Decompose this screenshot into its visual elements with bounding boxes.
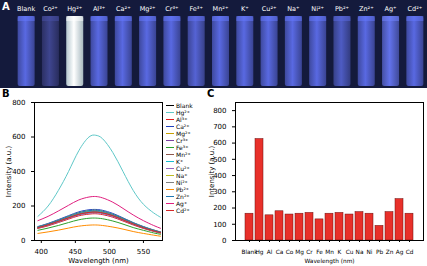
html-text:Cd²⁺: Cd²⁺: [176, 207, 190, 214]
html-text:A: A: [2, 1, 10, 12]
svg-text:Zn: Zn: [386, 249, 394, 255]
svg-text:600: 600: [213, 139, 227, 148]
svg-text:Blank: Blank: [241, 248, 258, 255]
svg-text:Cr³⁺: Cr³⁺: [165, 5, 178, 13]
svg-text:Fe: Fe: [316, 249, 323, 255]
svg-text:Intensity (a.u.): Intensity (a.u.): [208, 146, 216, 198]
svg-text:Mn: Mn: [325, 249, 334, 255]
svg-text:Ni: Ni: [367, 249, 373, 255]
svg-text:Hg: Hg: [255, 249, 263, 256]
svg-text:Fe³⁺: Fe³⁺: [189, 5, 202, 13]
html-text:Ni²⁺: Ni²⁺: [176, 179, 188, 186]
svg-text:Co²⁺: Co²⁺: [43, 5, 58, 13]
svg-text:Wavelength (nm): Wavelength (nm): [304, 258, 354, 265]
svg-text:400: 400: [213, 171, 227, 180]
svg-text:Na⁺: Na⁺: [287, 5, 299, 13]
svg-text:Mn²⁺: Mn²⁺: [213, 5, 229, 13]
svg-text:K: K: [338, 249, 342, 255]
svg-text:Al³⁺: Al³⁺: [93, 5, 105, 13]
html-text:Pb²⁺: Pb²⁺: [176, 186, 189, 193]
svg-text:0: 0: [222, 237, 226, 245]
html-text:B: B: [2, 88, 10, 99]
svg-text:Na: Na: [356, 249, 364, 255]
html-text:Cr³⁺: Cr³⁺: [176, 137, 189, 144]
svg-text:Cr: Cr: [306, 249, 313, 255]
svg-text:Cu²⁺: Cu²⁺: [262, 5, 277, 13]
html-text:Al³⁺: Al³⁺: [176, 116, 188, 123]
svg-text:Intensity (a.u.): Intensity (a.u.): [5, 146, 13, 198]
html-text:K⁺: K⁺: [176, 158, 184, 165]
svg-text:K⁺: K⁺: [241, 5, 249, 13]
svg-text:Ca²⁺: Ca²⁺: [116, 5, 131, 13]
svg-text:300: 300: [213, 188, 227, 196]
html-text:Ca²⁺: Ca²⁺: [176, 123, 190, 130]
svg-text:Hg²⁺: Hg²⁺: [67, 5, 82, 13]
svg-text:Ag: Ag: [396, 249, 404, 256]
svg-text:400: 400: [12, 168, 25, 176]
html-text:Na⁺: Na⁺: [176, 172, 188, 179]
svg-text:Pb²⁺: Pb²⁺: [335, 5, 349, 13]
svg-text:Al: Al: [267, 249, 273, 255]
svg-text:0: 0: [21, 237, 25, 245]
svg-text:Blank: Blank: [17, 5, 35, 13]
svg-text:600: 600: [12, 133, 25, 141]
svg-text:Ag⁺: Ag⁺: [385, 5, 397, 13]
html-text:C: C: [207, 88, 215, 99]
html-text:Ag⁺: Ag⁺: [176, 200, 188, 207]
svg-text:Mg: Mg: [295, 249, 304, 256]
svg-text:200: 200: [12, 202, 25, 210]
svg-text:100: 100: [213, 221, 226, 229]
svg-text:Co: Co: [286, 249, 294, 255]
svg-text:700: 700: [213, 123, 226, 131]
svg-text:Pb: Pb: [376, 249, 383, 255]
svg-text:Cu: Cu: [346, 249, 354, 255]
svg-text:400: 400: [35, 248, 48, 256]
html-text:Blank: Blank: [176, 102, 193, 109]
html-text:Zn²⁺: Zn²⁺: [176, 193, 190, 200]
svg-text:Ni²⁺: Ni²⁺: [311, 5, 324, 13]
svg-text:500: 500: [213, 155, 227, 164]
svg-text:Wavelength (nm): Wavelength (nm): [68, 257, 129, 265]
html-text:Mn²⁺: Mn²⁺: [176, 151, 191, 158]
html-text:Hg²⁺: Hg²⁺: [176, 109, 190, 116]
svg-text:800: 800: [213, 107, 226, 115]
svg-text:Cd²⁺: Cd²⁺: [408, 5, 423, 13]
svg-text:500: 500: [103, 248, 116, 256]
svg-text:Mg²⁺: Mg²⁺: [140, 5, 156, 13]
svg-text:Cd: Cd: [406, 249, 414, 255]
svg-text:Ca: Ca: [276, 249, 284, 255]
html-text:Mg²⁺: Mg²⁺: [176, 130, 191, 137]
svg-text:Zn²⁺: Zn²⁺: [359, 5, 374, 13]
html-text:Fe³⁺: Fe³⁺: [176, 144, 189, 151]
svg-text:550: 550: [137, 248, 150, 256]
svg-text:800: 800: [12, 99, 25, 107]
svg-text:450: 450: [69, 248, 82, 256]
html-text:Cu²⁺: Cu²⁺: [176, 165, 190, 172]
svg-text:200: 200: [213, 204, 226, 212]
